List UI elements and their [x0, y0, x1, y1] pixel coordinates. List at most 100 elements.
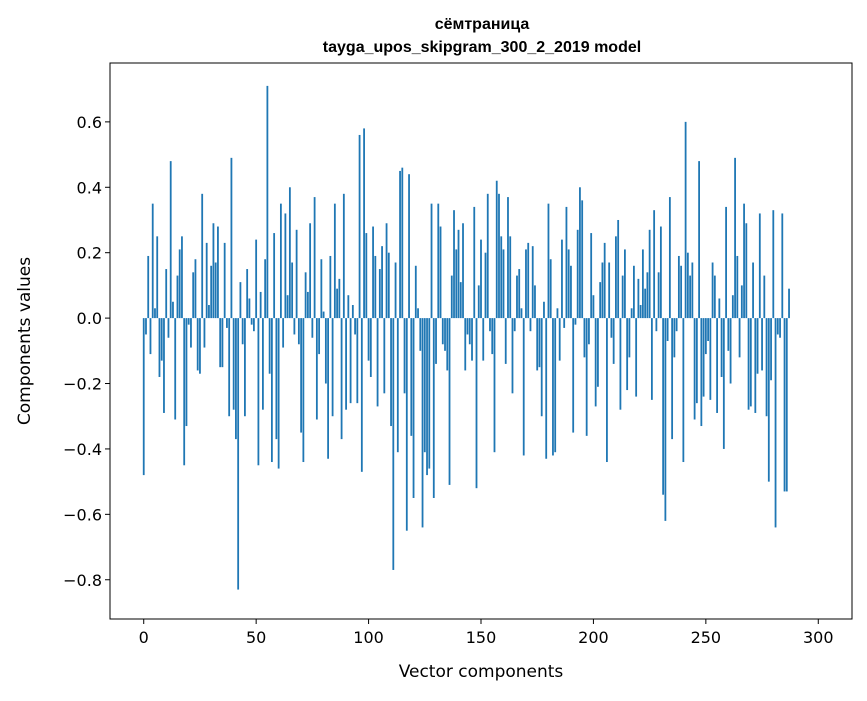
bar: [700, 318, 703, 427]
bar: [365, 233, 368, 319]
bar: [621, 275, 624, 319]
bar: [583, 318, 586, 358]
bar: [336, 288, 338, 319]
bar: [713, 275, 716, 319]
bar: [212, 223, 215, 319]
bar: [754, 318, 757, 413]
bar: [174, 318, 177, 420]
bar: [201, 193, 204, 319]
bar: [495, 180, 498, 319]
bar: [345, 318, 347, 410]
bar: [740, 285, 743, 319]
x-tick-label: 50: [246, 628, 266, 647]
bar: [628, 318, 631, 358]
bar: [507, 197, 509, 319]
bar-series: [142, 85, 790, 590]
bar: [747, 318, 750, 410]
bar: [439, 226, 442, 319]
bar: [758, 213, 761, 319]
bar: [522, 318, 525, 456]
bar: [208, 305, 210, 319]
bar: [172, 301, 174, 319]
bar: [686, 252, 689, 319]
bar: [401, 167, 404, 319]
bar: [381, 246, 383, 319]
bar: [626, 318, 629, 391]
bar: [230, 157, 233, 319]
bar: [563, 318, 566, 328]
bar: [412, 318, 415, 498]
bar: [729, 318, 732, 384]
bar: [374, 255, 377, 319]
bar: [765, 318, 768, 417]
bar: [781, 213, 784, 319]
bar: [673, 318, 676, 358]
bar: [302, 318, 305, 463]
bar: [518, 269, 521, 319]
bar: [779, 318, 781, 338]
bar: [417, 308, 419, 319]
bar: [183, 318, 186, 466]
bar: [444, 318, 446, 351]
bar: [378, 269, 381, 319]
bar: [633, 265, 635, 319]
y-tick-label: −0.2: [63, 375, 102, 394]
bar: [558, 318, 561, 361]
bar: [151, 203, 154, 319]
bar: [545, 318, 548, 459]
bar: [709, 318, 712, 400]
bar: [318, 318, 321, 355]
bar: [776, 318, 779, 335]
bar: [691, 262, 694, 319]
bar: [217, 226, 219, 319]
y-tick-label: 0.0: [77, 309, 102, 328]
bar: [158, 318, 161, 377]
bar: [351, 305, 354, 319]
bar: [489, 318, 491, 332]
bar: [163, 318, 165, 413]
bar: [167, 318, 170, 338]
bar: [767, 318, 770, 482]
bar: [556, 308, 559, 319]
bar: [297, 318, 300, 345]
bar: [464, 318, 467, 371]
bar: [340, 318, 343, 440]
y-axis-ticks: −0.8 −0.6 −0.4 −0.2 0.0 0.2 0.4 0.6: [63, 113, 110, 590]
bar: [635, 318, 638, 397]
bar: [664, 318, 667, 521]
bar: [453, 210, 455, 319]
bar: [680, 265, 683, 319]
bar: [462, 223, 464, 319]
bar: [727, 318, 730, 351]
bar: [668, 197, 671, 319]
bar: [210, 265, 213, 319]
bar: [169, 161, 172, 319]
bar: [349, 318, 352, 404]
y-tick-label: 0.6: [77, 113, 102, 132]
bar: [720, 318, 723, 377]
bar: [603, 242, 606, 319]
bar: [783, 318, 786, 492]
bar: [223, 242, 226, 319]
x-axis-label: Vector components: [399, 662, 564, 682]
bar: [324, 318, 327, 384]
bar: [455, 249, 458, 319]
bar: [203, 318, 206, 348]
x-tick-label: 100: [353, 628, 384, 647]
bar: [342, 193, 345, 319]
bar: [734, 157, 736, 319]
bar: [702, 318, 705, 397]
bar: [527, 242, 530, 319]
chart-subtitle: tayga_upos_skipgram_300_2_2019 model: [323, 39, 641, 56]
bar: [385, 223, 388, 319]
bar: [745, 223, 748, 319]
chart-title: сёмтраница: [435, 16, 530, 33]
bar: [367, 318, 370, 361]
bar: [356, 318, 359, 404]
bar: [498, 193, 500, 319]
bar: [698, 161, 700, 319]
bar: [468, 318, 471, 345]
bar: [232, 318, 235, 410]
bar: [592, 295, 595, 319]
bar: [606, 318, 608, 463]
